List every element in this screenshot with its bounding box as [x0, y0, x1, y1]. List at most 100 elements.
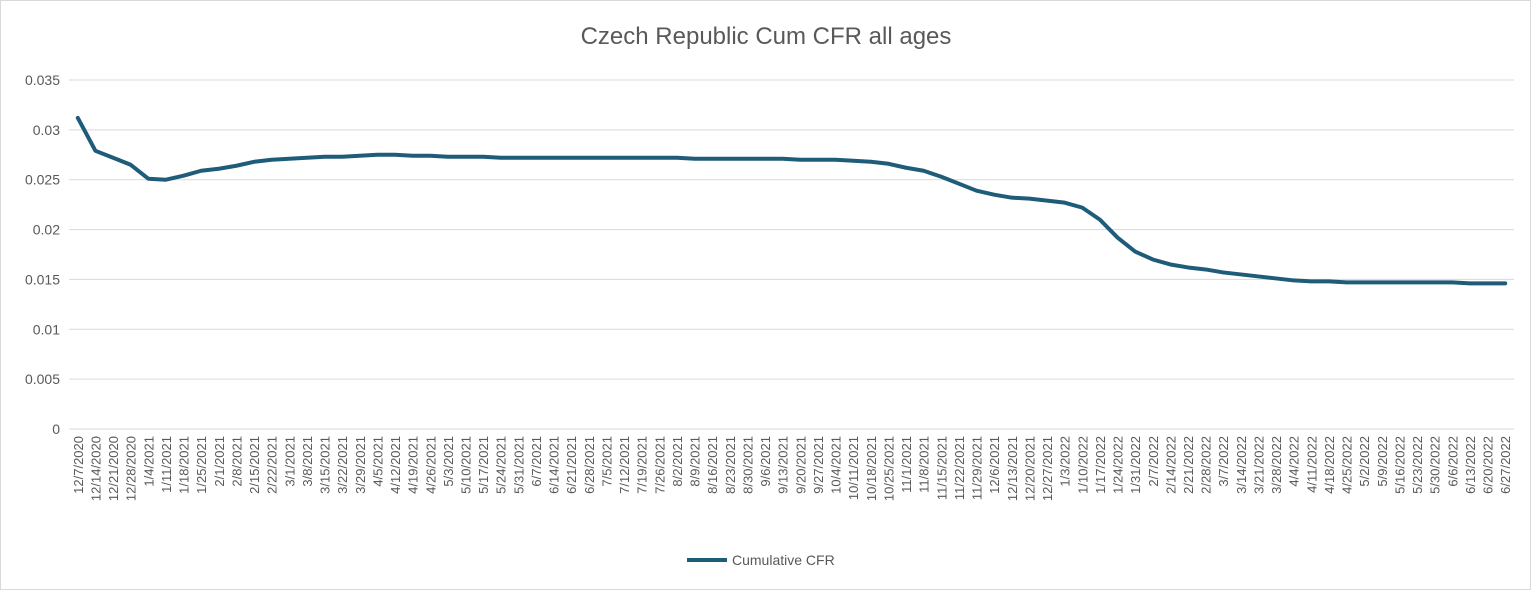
x-tick-label: 4/12/2021: [388, 436, 403, 494]
x-tick-label: 9/6/2021: [758, 436, 773, 487]
x-tick-label: 11/1/2021: [899, 436, 914, 493]
series-line-cumulative-cfr[interactable]: [75, 115, 1508, 286]
y-tick-label: 0.015: [25, 271, 60, 287]
x-tick-label: 3/29/2021: [353, 436, 368, 494]
x-tick-label: 2/8/2021: [229, 436, 244, 487]
x-tick-label: 4/19/2021: [406, 436, 421, 494]
x-tick-label: 10/11/2021: [846, 436, 861, 500]
x-tick-label: 3/1/2021: [282, 436, 297, 487]
x-tick-label: 6/20/2022: [1481, 436, 1496, 494]
x-tick-label: 5/30/2022: [1428, 436, 1443, 494]
x-tick-label: 3/7/2022: [1216, 436, 1231, 487]
x-tick-label: 4/4/2022: [1287, 436, 1302, 487]
x-tick-label: 3/14/2022: [1234, 436, 1249, 494]
x-tick-label: 1/3/2022: [1058, 436, 1073, 487]
legend[interactable]: Cumulative CFR: [687, 552, 835, 568]
y-tick-label: 0: [52, 421, 60, 437]
x-tick-label: 3/21/2022: [1251, 436, 1266, 494]
x-tick-label: 10/4/2021: [829, 436, 844, 494]
x-tick-label: 12/7/2020: [71, 436, 86, 494]
x-tick-label: 2/28/2022: [1199, 436, 1214, 494]
x-tick-label: 1/24/2022: [1111, 436, 1126, 494]
x-tick-label: 10/18/2021: [864, 436, 879, 501]
x-tick-label: 7/19/2021: [635, 436, 650, 494]
x-tick-label: 3/8/2021: [300, 436, 315, 487]
x-tick-label: 5/16/2022: [1392, 436, 1407, 494]
x-tick-label: 2/22/2021: [265, 436, 280, 494]
x-tick-label: 4/26/2021: [423, 436, 438, 494]
x-tick-label: 11/8/2021: [917, 436, 932, 493]
x-tick-label: 5/2/2022: [1357, 436, 1372, 487]
x-tick-label: 4/5/2021: [370, 436, 385, 487]
x-tick-label: 6/14/2021: [547, 436, 562, 494]
y-tick-label: 0.035: [25, 72, 60, 88]
x-tick-label: 1/31/2022: [1128, 436, 1143, 494]
y-tick-label: 0.02: [33, 222, 60, 238]
x-tick-label: 12/14/2020: [88, 436, 103, 501]
x-tick-label: 2/7/2022: [1146, 436, 1161, 487]
x-tick-label: 3/15/2021: [318, 436, 333, 494]
gridlines: [69, 79, 1514, 430]
x-tick-label: 4/18/2022: [1322, 436, 1337, 494]
x-tick-label: 12/27/2021: [1040, 436, 1055, 501]
y-axis-ticks: 0.035 0.03 0.025 0.02 0.015 0.01 0.005 0: [25, 72, 60, 437]
x-tick-label: 8/9/2021: [688, 436, 703, 487]
x-tick-label: 12/21/2020: [106, 436, 121, 501]
x-tick-label: 8/2/2021: [670, 436, 685, 487]
x-tick-label: 5/31/2021: [511, 436, 526, 494]
x-tick-label: 8/23/2021: [723, 436, 738, 494]
x-tick-label: 12/13/2021: [1005, 436, 1020, 501]
x-tick-label: 1/10/2022: [1075, 436, 1090, 494]
x-tick-label: 4/11/2022: [1304, 436, 1319, 493]
x-tick-label: 12/20/2021: [1022, 436, 1037, 501]
x-tick-label: 8/16/2021: [705, 436, 720, 494]
y-tick-label: 0.005: [25, 371, 60, 387]
x-tick-label: 5/3/2021: [441, 436, 456, 487]
x-tick-label: 2/21/2022: [1181, 436, 1196, 494]
x-tick-label: 6/6/2022: [1445, 436, 1460, 487]
x-tick-label: 2/14/2022: [1163, 436, 1178, 494]
x-tick-label: 3/22/2021: [335, 436, 350, 494]
chart-title: Czech Republic Cum CFR all ages: [581, 23, 952, 50]
x-axis-ticks: 12/7/2020 12/14/2020 12/21/2020 12/28/2020 1…: [71, 436, 1513, 501]
x-tick-label: 7/5/2021: [599, 436, 614, 487]
series-layer: [75, 115, 1508, 286]
x-tick-label: 8/30/2021: [740, 436, 755, 494]
x-tick-label: 9/13/2021: [776, 436, 791, 494]
x-tick-label: 11/15/2021: [934, 436, 949, 500]
legend-label: Cumulative CFR: [732, 552, 835, 568]
x-tick-label: 11/29/2021: [970, 436, 985, 500]
x-tick-label: 6/28/2021: [582, 436, 597, 494]
y-tick-label: 0.03: [33, 122, 60, 138]
x-tick-label: 1/18/2021: [177, 436, 192, 494]
x-tick-label: 6/27/2022: [1498, 436, 1513, 494]
x-tick-label: 12/6/2021: [987, 436, 1002, 494]
x-tick-label: 6/7/2021: [529, 436, 544, 487]
x-tick-label: 12/28/2020: [124, 436, 139, 501]
x-tick-label: 5/23/2022: [1410, 436, 1425, 494]
x-tick-label: 6/21/2021: [564, 436, 579, 494]
x-tick-label: 1/11/2021: [159, 436, 174, 493]
y-tick-label: 0.01: [33, 321, 60, 337]
x-tick-label: 1/25/2021: [194, 436, 209, 494]
x-tick-label: 2/1/2021: [212, 436, 227, 487]
x-tick-label: 1/4/2021: [141, 436, 156, 487]
x-tick-label: 9/27/2021: [811, 436, 826, 494]
x-tick-label: 11/22/2021: [952, 436, 967, 500]
x-tick-label: 5/17/2021: [476, 436, 491, 494]
x-tick-label: 4/25/2022: [1340, 436, 1355, 494]
y-tick-label: 0.025: [25, 172, 60, 188]
x-tick-label: 7/26/2021: [652, 436, 667, 494]
x-tick-label: 10/25/2021: [881, 436, 896, 501]
x-tick-label: 1/17/2022: [1093, 436, 1108, 494]
x-tick-label: 2/15/2021: [247, 436, 262, 494]
x-tick-label: 5/24/2021: [494, 436, 509, 494]
x-tick-label: 3/28/2022: [1269, 436, 1284, 494]
x-tick-label: 9/20/2021: [793, 436, 808, 494]
x-tick-label: 5/9/2022: [1375, 436, 1390, 487]
x-tick-label: 5/10/2021: [458, 436, 473, 494]
x-tick-label: 7/12/2021: [617, 436, 632, 494]
x-tick-label: 6/13/2022: [1463, 436, 1478, 494]
